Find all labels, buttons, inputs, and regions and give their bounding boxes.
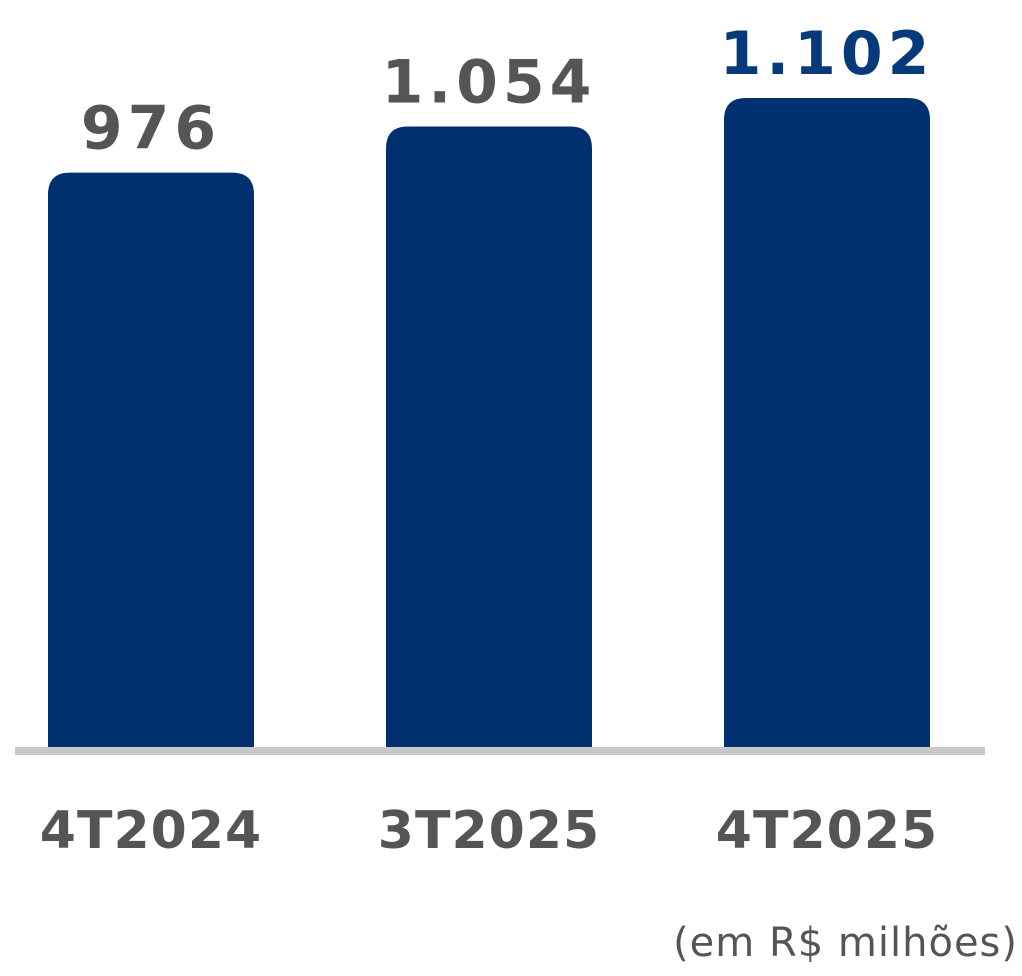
- category-label-3T2025: 3T2025: [378, 801, 600, 861]
- category-labels-group: 4T2024 3T2025 4T2025: [40, 801, 938, 861]
- unit-note: (em R$ milhões): [673, 920, 1018, 966]
- bar-3T2025: [386, 126, 592, 752]
- value-labels-group: 976 1.054 1.102: [81, 19, 935, 164]
- value-label-4T2024: 976: [81, 94, 221, 164]
- category-label-4T2024: 4T2024: [40, 801, 262, 861]
- value-label-3T2025: 1.054: [382, 47, 597, 117]
- bar-4T2024: [48, 172, 254, 752]
- value-label-4T2025: 1.102: [720, 19, 935, 89]
- bars-group: [48, 98, 930, 752]
- bar-chart: 976 1.054 1.102 4T2024 3T2025 4T2025: [15, 19, 985, 861]
- bar-4T2025: [724, 98, 930, 751]
- category-label-4T2025: 4T2025: [716, 801, 938, 861]
